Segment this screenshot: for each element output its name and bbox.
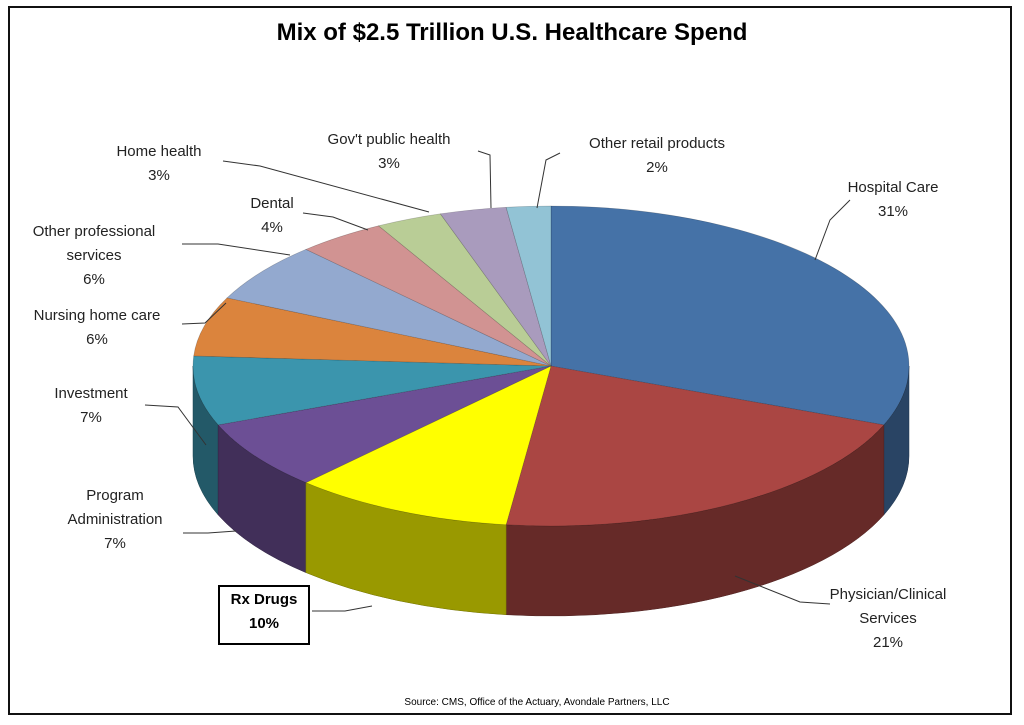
slice-name: Physician/Clinical: [830, 586, 947, 603]
slice-percent: 6%: [86, 331, 108, 348]
slice-name: Other professional: [33, 223, 156, 240]
leader-line-home-health: [222, 160, 430, 213]
leader-lines: [144, 150, 851, 612]
slice-percent: 31%: [878, 203, 908, 220]
slice-other-retail-products: [505, 205, 552, 367]
slice-percent: 10%: [249, 615, 279, 632]
slice-percent: 7%: [80, 409, 102, 426]
slice-home-health: [377, 213, 552, 367]
slice-dental: [305, 225, 552, 367]
slice-percent: 21%: [873, 634, 903, 651]
slice-percent: 3%: [378, 155, 400, 172]
leader-line-physician-clinical-services: [734, 575, 831, 605]
slice-percent: 4%: [261, 219, 283, 236]
label-other-retail-products: Other retail products 2%: [589, 135, 725, 176]
leader-line-program-administration: [183, 530, 237, 534]
slice-name: Dental: [250, 195, 293, 212]
slice-gov-t-public-health: [439, 206, 552, 367]
slice-name: Investment: [54, 385, 128, 402]
chart-source: Source: CMS, Office of the Actuary, Avon…: [404, 697, 669, 708]
label-investment: Investment 7%: [54, 385, 128, 426]
leader-line-dental: [302, 212, 369, 231]
slice-investment: [192, 355, 552, 426]
label-home-health: Home health 3%: [116, 143, 201, 184]
slice-hospital-care: [550, 205, 910, 426]
label-physician-clinical-services: Physician/Clinical Services 21%: [830, 586, 947, 651]
slice-name: Gov't public health: [328, 131, 451, 148]
slice-program-administration: [217, 365, 552, 483]
slice-percent: 3%: [148, 167, 170, 184]
slice-percent: 7%: [104, 535, 126, 552]
slice-percent: 2%: [646, 159, 668, 176]
leader-line-investment: [144, 404, 207, 446]
label-other-professional-services: Other professional services 6%: [33, 223, 156, 288]
slice-percent: 6%: [83, 271, 105, 288]
label-dental: Dental 4%: [250, 195, 293, 236]
slice-labels: Hospital Care 31% Physician/Clinical Servic…: [33, 131, 947, 651]
pie-sides: [192, 365, 910, 617]
slice-name: Services: [859, 610, 917, 627]
leader-line-hospital-care: [814, 199, 851, 261]
leader-line-gov-t-public-health: [477, 150, 492, 209]
label-program-administration: Program Administration 7%: [67, 487, 162, 552]
slice-nursing-home-care: [193, 297, 552, 367]
label-nursing-home-care: Nursing home care 6%: [34, 307, 161, 348]
label-rx-drugs: Rx Drugs 10%: [218, 585, 310, 645]
leader-line-nursing-home-care: [181, 302, 227, 325]
slice-name: Other retail products: [589, 135, 725, 152]
slice-rx-drugs: [305, 365, 552, 526]
slice-other-professional-services: [226, 249, 552, 367]
slice-name: Administration: [67, 511, 162, 528]
slice-name: Rx Drugs: [231, 591, 298, 608]
chart-title: Mix of $2.5 Trillion U.S. Healthcare Spe…: [277, 19, 748, 46]
leader-line-rx-drugs: [312, 605, 373, 612]
slice-name: Hospital Care: [848, 179, 939, 196]
leader-line-other-retail-products: [536, 152, 561, 209]
slice-name: Nursing home care: [34, 307, 161, 324]
label-hospital-care: Hospital Care 31%: [848, 179, 939, 220]
pie-tops: [192, 205, 910, 527]
slice-name: Home health: [116, 143, 201, 160]
slice-name: Program: [86, 487, 144, 504]
leader-line-other-professional-services: [182, 243, 291, 256]
slice-physician-clinical-services: [505, 365, 885, 527]
slice-name: services: [66, 247, 121, 264]
label-gov-t-public-health: Gov't public health 3%: [328, 131, 451, 172]
highlight-box: [218, 585, 310, 645]
